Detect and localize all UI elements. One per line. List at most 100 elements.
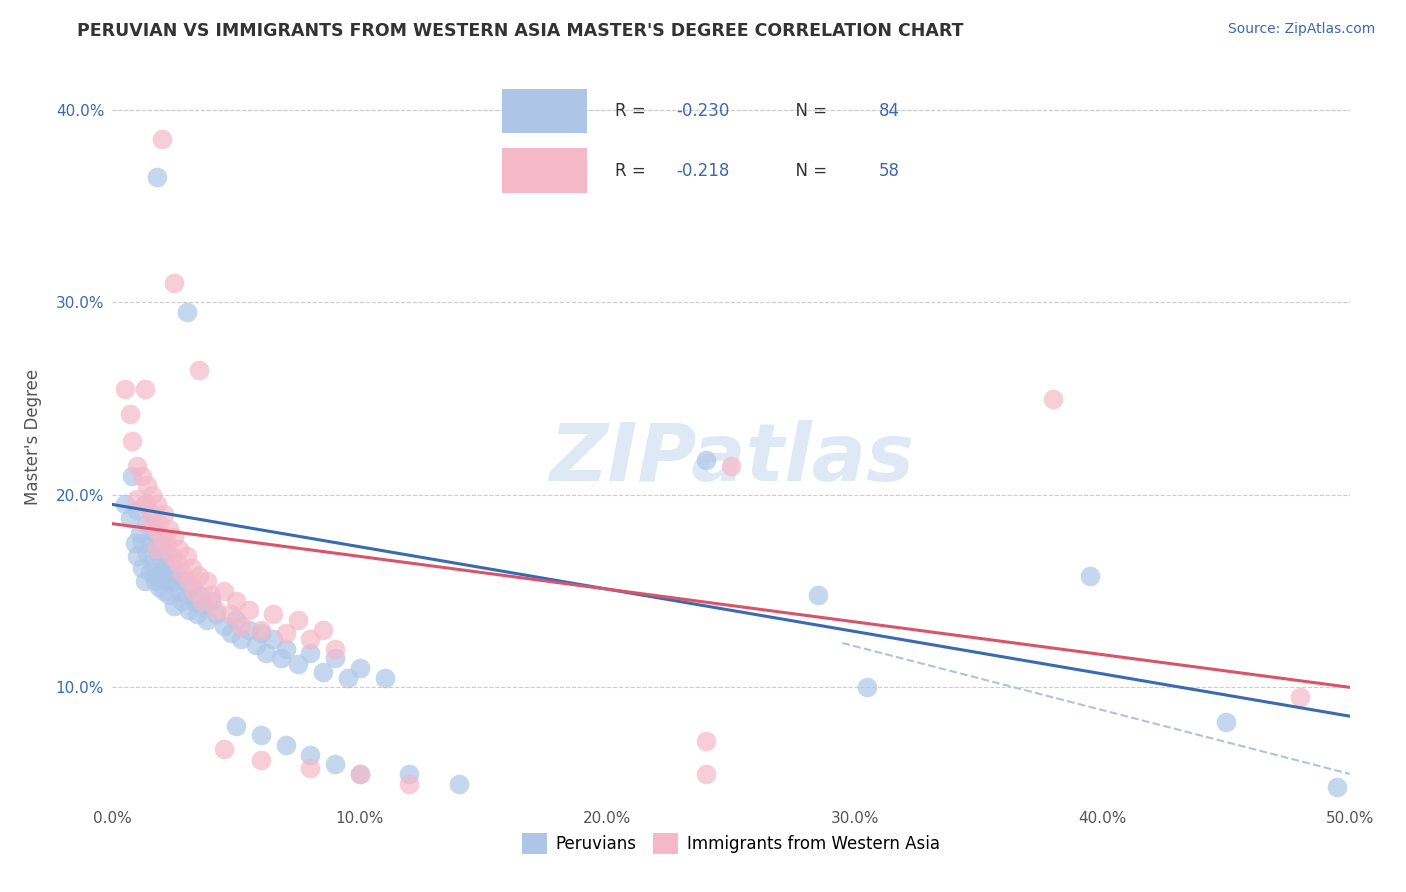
Point	[150, 530, 173, 544]
Point	[138, 511, 160, 525]
Point	[447, 776, 470, 790]
Point	[148, 580, 170, 594]
Point	[238, 603, 260, 617]
Point	[118, 407, 141, 421]
Point	[186, 607, 208, 622]
Point	[349, 661, 371, 675]
Point	[262, 632, 284, 647]
Point	[190, 593, 212, 607]
Point	[150, 536, 173, 550]
Point	[169, 584, 191, 599]
Point	[143, 523, 166, 537]
Point	[136, 478, 159, 492]
Point	[179, 603, 201, 617]
Point	[190, 599, 212, 614]
Point	[299, 747, 322, 762]
Point	[398, 767, 420, 781]
Point	[287, 657, 309, 672]
Point	[250, 728, 273, 742]
Point	[180, 561, 202, 575]
Point	[121, 468, 143, 483]
Point	[114, 382, 136, 396]
Point	[143, 574, 166, 589]
Point	[127, 458, 149, 473]
Point	[312, 623, 335, 637]
Point	[205, 603, 228, 617]
Point	[163, 599, 186, 614]
Point	[153, 507, 176, 521]
Point	[312, 665, 335, 679]
Point	[212, 742, 235, 756]
Point	[250, 623, 273, 637]
Point	[231, 618, 253, 632]
Point	[238, 623, 260, 637]
Point	[157, 523, 180, 537]
Point	[225, 613, 247, 627]
Point	[148, 549, 170, 564]
Point	[212, 584, 235, 599]
Point	[299, 632, 322, 647]
Point	[134, 574, 156, 589]
Point	[1078, 568, 1101, 582]
Point	[274, 738, 297, 752]
Point	[146, 568, 169, 582]
Point	[170, 593, 193, 607]
Point	[136, 545, 159, 559]
Point	[156, 536, 179, 550]
Point	[146, 170, 169, 185]
Point	[121, 434, 143, 448]
Point	[323, 641, 346, 656]
Text: PERUVIAN VS IMMIGRANTS FROM WESTERN ASIA MASTER'S DEGREE CORRELATION CHART: PERUVIAN VS IMMIGRANTS FROM WESTERN ASIA…	[77, 22, 965, 40]
Point	[188, 362, 211, 376]
Point	[262, 607, 284, 622]
Point	[134, 382, 156, 396]
Point	[287, 613, 309, 627]
Point	[131, 561, 153, 575]
Point	[160, 561, 183, 575]
Point	[398, 776, 420, 790]
Point	[114, 498, 136, 512]
Point	[141, 488, 163, 502]
Point	[166, 555, 188, 569]
Point	[200, 588, 222, 602]
Point	[176, 305, 198, 319]
Point	[134, 498, 156, 512]
Text: Source: ZipAtlas.com: Source: ZipAtlas.com	[1227, 22, 1375, 37]
Point	[118, 511, 141, 525]
Point	[1042, 392, 1064, 406]
Point	[1326, 780, 1348, 795]
Point	[138, 536, 160, 550]
Point	[250, 754, 273, 768]
Point	[141, 555, 163, 569]
Point	[231, 632, 253, 647]
Point	[131, 468, 153, 483]
Point	[128, 526, 150, 541]
Point	[153, 555, 176, 569]
Point	[374, 671, 396, 685]
Point	[274, 626, 297, 640]
Point	[124, 536, 146, 550]
Y-axis label: Master's Degree: Master's Degree	[24, 369, 42, 505]
Point	[323, 757, 346, 772]
Point	[163, 530, 186, 544]
Point	[195, 613, 218, 627]
Point	[856, 681, 879, 695]
Point	[180, 580, 202, 594]
Point	[127, 503, 149, 517]
Point	[163, 276, 186, 290]
Point	[163, 574, 186, 589]
Point	[150, 565, 173, 579]
Point	[156, 545, 179, 559]
Point	[695, 767, 717, 781]
Point	[299, 761, 322, 775]
Point	[153, 584, 176, 599]
Point	[695, 734, 717, 748]
Point	[254, 646, 277, 660]
Point	[349, 767, 371, 781]
Point	[179, 574, 201, 589]
Point	[173, 574, 195, 589]
Point	[127, 491, 149, 506]
Point	[146, 498, 169, 512]
Point	[188, 588, 211, 602]
Point	[176, 549, 198, 564]
